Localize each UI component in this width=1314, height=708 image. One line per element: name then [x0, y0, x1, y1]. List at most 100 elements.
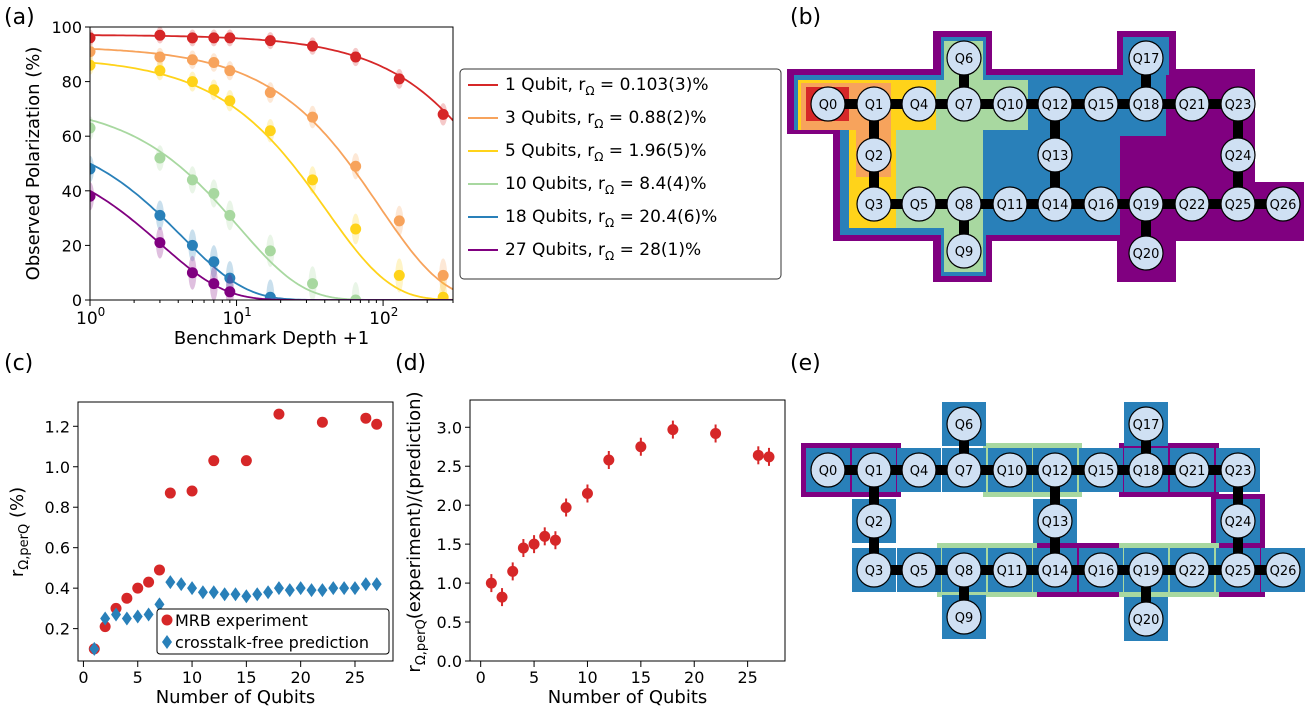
data-point — [186, 54, 198, 66]
axes-frame-a — [89, 26, 454, 301]
data-point — [186, 239, 198, 251]
qubit-q1 — [856, 86, 892, 122]
qubit-q22 — [1174, 552, 1210, 588]
qubit-q5 — [901, 552, 937, 588]
data-point — [307, 174, 319, 186]
data-point — [264, 87, 276, 99]
fit-curve-3 — [90, 118, 453, 300]
qubit-q9 — [946, 233, 982, 269]
data-point — [132, 609, 143, 624]
data-point — [186, 76, 198, 88]
qubit-q7 — [946, 452, 982, 488]
qubit-label: Q13 — [1042, 515, 1069, 530]
qubit-q11 — [992, 552, 1028, 588]
qubit-label: Q9 — [955, 611, 974, 626]
y-tick-label: 20 — [62, 236, 82, 255]
qubit-label: Q20 — [1133, 613, 1160, 628]
qubit-q15 — [1083, 86, 1119, 122]
data-point — [485, 577, 497, 589]
qubit-q8 — [946, 186, 982, 222]
qubit-label: Q15 — [1088, 464, 1115, 479]
legend-marker-mrb — [161, 614, 173, 626]
data-point — [224, 32, 236, 44]
y-axis-label: rΩ,perQ(experiment)/(prediction) — [404, 391, 429, 672]
data-point — [208, 455, 220, 467]
data-point — [186, 174, 198, 186]
qubit-label: Q6 — [955, 418, 974, 433]
qubit-label: Q7 — [955, 98, 974, 113]
legend-entry: 18 Qubits, rΩ = 20.4(6)% — [505, 207, 717, 230]
qubit-q10 — [992, 452, 1028, 488]
y-tick-label: 0.0 — [437, 652, 462, 671]
data-point — [393, 269, 405, 281]
x-tick-label: 5 — [529, 668, 539, 687]
qubit-label: Q25 — [1225, 564, 1252, 579]
qubit-q13 — [1037, 503, 1073, 539]
qubit-label: Q21 — [1179, 98, 1206, 113]
y-tick-label: 100 — [51, 18, 82, 37]
y-tick-label: 2.5 — [437, 457, 462, 476]
y-tick-label: 1.5 — [437, 535, 462, 554]
qubit-label: Q17 — [1133, 418, 1160, 433]
data-point — [350, 294, 362, 300]
data-point — [186, 267, 198, 279]
qubit-q9 — [946, 599, 982, 635]
legend-entry: 3 Qubits, rΩ = 0.88(2)% — [505, 108, 707, 131]
data-point — [284, 583, 295, 598]
data-point — [264, 35, 276, 47]
legend-entry: 1 Qubit, rΩ = 0.103(3)% — [505, 75, 708, 98]
data-point — [667, 424, 679, 436]
qubit-label: Q11 — [997, 198, 1024, 213]
data-point — [208, 256, 220, 268]
x-tick-label: 25 — [345, 668, 365, 687]
qubit-q8 — [946, 552, 982, 588]
data-point — [90, 32, 96, 44]
x-tick-label: 0 — [78, 668, 88, 687]
qubit-q19 — [1128, 552, 1164, 588]
y-tick-label: 1.0 — [45, 458, 70, 477]
qubit-label: Q8 — [955, 198, 974, 213]
fit-curve-2 — [90, 61, 453, 300]
x-tick-label: 20 — [684, 668, 704, 687]
chart-d: 0 5 10 15 20 25 0.0 0.5 1.0 1.5 2.0 2.5 3.0 Number of… — [404, 391, 786, 708]
qubit-q23 — [1220, 452, 1256, 488]
qubit-label: Q10 — [997, 464, 1024, 479]
data-point — [143, 607, 154, 622]
qubit-label: Q23 — [1225, 98, 1252, 113]
x-tick-label: 10 — [577, 668, 597, 687]
data-point — [539, 530, 551, 542]
panel-label-c: (c) — [4, 351, 33, 376]
qubit-q19 — [1128, 186, 1164, 222]
qubit-label: Q22 — [1179, 198, 1206, 213]
data-point — [273, 408, 285, 420]
x-axis-label: Number of Qubits — [548, 687, 708, 708]
qubit-q4 — [901, 86, 937, 122]
qubit-q6 — [946, 40, 982, 76]
data-point — [111, 607, 122, 622]
y-tick-label: 80 — [62, 73, 82, 92]
qubit-q16 — [1083, 186, 1119, 222]
legend-entry: crosstalk-free prediction — [175, 633, 369, 652]
qubit-q26 — [1265, 186, 1301, 222]
data-point — [153, 564, 165, 576]
qubit-label: Q13 — [1042, 149, 1069, 164]
qubit-label: Q21 — [1179, 464, 1206, 479]
plot-area-a — [90, 27, 453, 300]
data-point — [186, 485, 198, 497]
qubit-label: Q16 — [1088, 564, 1115, 579]
data-point — [186, 32, 198, 44]
qubit-label: Q5 — [910, 564, 929, 579]
x-axis-label: Benchmark Depth +1 — [174, 328, 369, 349]
y-tick-label: 0 — [72, 291, 82, 310]
data-point — [208, 585, 219, 600]
qubit-label: Q4 — [910, 464, 929, 479]
y-tick-label: 2.0 — [437, 496, 462, 515]
qubit-q20 — [1128, 601, 1164, 637]
panel-label-a: (a) — [4, 5, 35, 30]
qubit-label: Q22 — [1179, 564, 1206, 579]
qubit-label: Q14 — [1042, 564, 1069, 579]
data-point — [132, 582, 144, 594]
data-point — [273, 581, 284, 596]
data-point — [224, 65, 236, 77]
